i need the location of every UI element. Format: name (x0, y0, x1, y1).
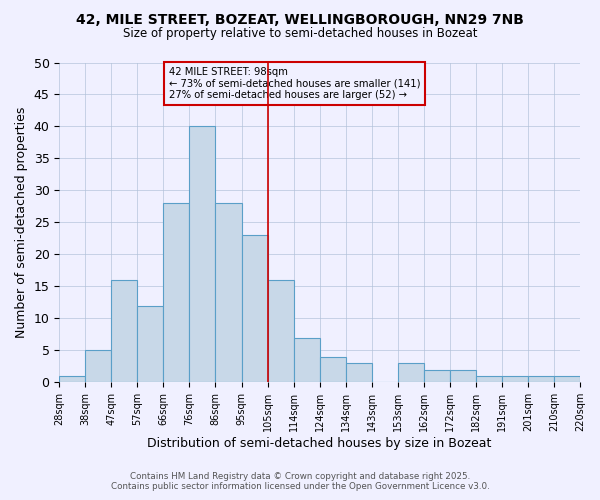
Text: 42, MILE STREET, BOZEAT, WELLINGBOROUGH, NN29 7NB: 42, MILE STREET, BOZEAT, WELLINGBOROUGH,… (76, 12, 524, 26)
Text: Size of property relative to semi-detached houses in Bozeat: Size of property relative to semi-detach… (123, 28, 477, 40)
Bar (293, 338, 320, 382)
Bar (59, 376, 85, 382)
Bar (137, 306, 163, 382)
Bar (424, 370, 450, 382)
Y-axis label: Number of semi-detached properties: Number of semi-detached properties (15, 106, 28, 338)
Text: 42 MILE STREET: 98sqm
← 73% of semi-detached houses are smaller (141)
27% of sem: 42 MILE STREET: 98sqm ← 73% of semi-deta… (169, 68, 420, 100)
Bar (190, 126, 215, 382)
Bar (476, 376, 502, 382)
Bar (554, 376, 580, 382)
Bar (112, 280, 137, 382)
Text: Contains HM Land Registry data © Crown copyright and database right 2025.
Contai: Contains HM Land Registry data © Crown c… (110, 472, 490, 491)
Bar (85, 350, 112, 382)
X-axis label: Distribution of semi-detached houses by size in Bozeat: Distribution of semi-detached houses by … (148, 437, 492, 450)
Bar (346, 363, 372, 382)
Bar (163, 203, 190, 382)
Bar (502, 376, 528, 382)
Bar (450, 370, 476, 382)
Bar (215, 203, 242, 382)
Bar (398, 363, 424, 382)
Bar (528, 376, 554, 382)
Bar (242, 235, 268, 382)
Bar (320, 357, 346, 382)
Bar (268, 280, 293, 382)
